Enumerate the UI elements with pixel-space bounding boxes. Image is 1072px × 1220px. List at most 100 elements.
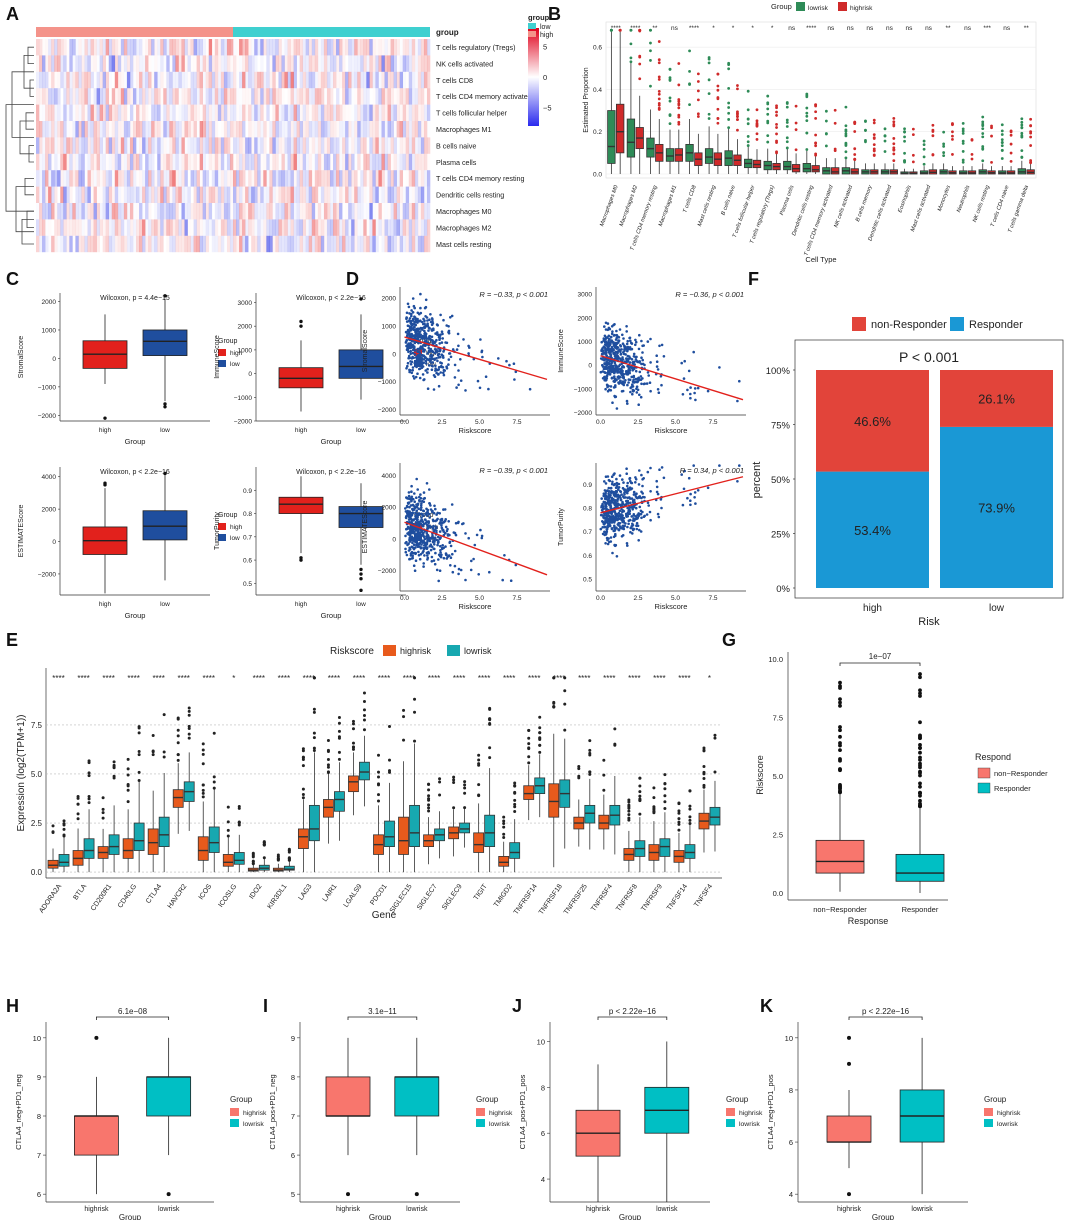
heatmap-cell [129, 153, 134, 171]
heatmap-cell [220, 153, 225, 171]
scatter-point [411, 311, 415, 314]
heatmap-cell [199, 203, 203, 220]
scatter-point [604, 533, 608, 536]
heatmap-cell [109, 88, 112, 104]
scatter-point [439, 518, 442, 521]
heatmap-cell [305, 121, 310, 138]
outlier-point [301, 796, 305, 800]
legend-swatch-high [528, 31, 536, 37]
heatmap-cell [326, 170, 331, 187]
heatmap-cell [142, 39, 145, 55]
heatmap-cell [175, 186, 179, 203]
heatmap-cell [90, 235, 94, 253]
scatter-point [643, 514, 646, 518]
significance-label: ns [1003, 25, 1011, 32]
heatmap-cell [314, 39, 319, 56]
outlier-point [746, 108, 750, 112]
x-tick-label: 7.5 [708, 419, 717, 426]
scatter-point [689, 492, 692, 496]
scatter-point [631, 527, 635, 531]
heatmap-cell [66, 88, 70, 105]
box-lowrisk-box [802, 163, 811, 173]
scatter-point [627, 507, 631, 510]
heatmap-cell [190, 104, 194, 121]
heatmap-cell [199, 186, 203, 203]
scatter-point [412, 564, 416, 567]
heatmap-cell [372, 235, 376, 253]
heatmap-cell [160, 105, 163, 121]
heatmap-cell [202, 170, 207, 187]
significance-label: ns [925, 25, 933, 32]
scatter-point [626, 345, 630, 349]
heatmap-cell [154, 55, 157, 71]
scatter-point [411, 366, 415, 369]
heatmap-cell [399, 235, 404, 253]
y-tick-label: 0.6 [593, 45, 602, 52]
heatmap-cell [399, 55, 404, 72]
x-tick-label: high [295, 601, 308, 608]
stat-label: Wilcoxon, p < 2.2e−16 [296, 295, 366, 302]
heatmap-cell [184, 219, 188, 236]
heatmap-cell [226, 121, 231, 138]
heatmap-cell [42, 170, 46, 187]
scatter-point [687, 476, 691, 480]
heatmap-cell [160, 219, 164, 236]
heatmap-cell [45, 203, 49, 220]
scatter-point [641, 510, 644, 514]
heatmap-cell [42, 203, 46, 220]
outlier-point [201, 791, 205, 795]
scatter-point [647, 504, 650, 507]
heatmap-cell [208, 121, 213, 138]
y-tick-label: 50% [771, 475, 791, 486]
heatmap-cell [387, 170, 391, 187]
scatter-point [441, 366, 445, 369]
heatmap-cell [254, 71, 258, 89]
heatmap-cell [87, 203, 91, 220]
heatmap-cell [363, 235, 367, 253]
scatter-point [410, 521, 414, 524]
outlier-point [942, 144, 946, 148]
heatmap-cell [339, 104, 343, 121]
heatmap-cell [254, 121, 258, 138]
heatmap-cell [357, 186, 361, 203]
outlier-point [844, 124, 848, 128]
scatter-point [445, 341, 449, 345]
heatmap-cell [287, 153, 291, 171]
heatmap-cell [254, 235, 258, 253]
y-tick-label: 2000 [42, 507, 57, 514]
box-highrisk-box [831, 167, 840, 175]
scatter-point [620, 348, 623, 351]
scatter-point [413, 531, 416, 535]
heatmap-cell [51, 39, 55, 56]
stat-label: Wilcoxon, p < 2.2e−16 [100, 469, 170, 476]
outlier-point [87, 797, 91, 801]
scatter-point [649, 490, 652, 493]
scatter-point [409, 529, 412, 533]
heatmap-cell [151, 186, 155, 203]
heatmap-cell [196, 219, 200, 236]
heatmap-cell [84, 186, 88, 203]
heatmap-cell [314, 71, 319, 89]
y-tick-label: −1000 [234, 395, 253, 402]
y-axis-label: TumorPurity [214, 512, 221, 550]
scatter-point [607, 514, 610, 518]
scatter-point [416, 488, 420, 491]
heatmap-cell [317, 153, 322, 171]
x-tick-label: 2.5 [437, 419, 446, 426]
scatter-point [428, 335, 431, 338]
outlier-point [112, 760, 116, 764]
heatmap-cell [217, 88, 222, 105]
scatter-point [611, 401, 614, 405]
heatmap-cell [157, 55, 160, 71]
scatter-point [628, 488, 631, 491]
heatmap-cell [345, 203, 348, 219]
heatmap-cell [157, 137, 161, 154]
x-axis-label: Cell Type [805, 255, 836, 264]
outlier-point [1020, 156, 1024, 159]
y-tick-label: 0.7 [583, 529, 592, 536]
heatmap-cell [400, 203, 403, 219]
heatmap-cell [136, 137, 139, 153]
